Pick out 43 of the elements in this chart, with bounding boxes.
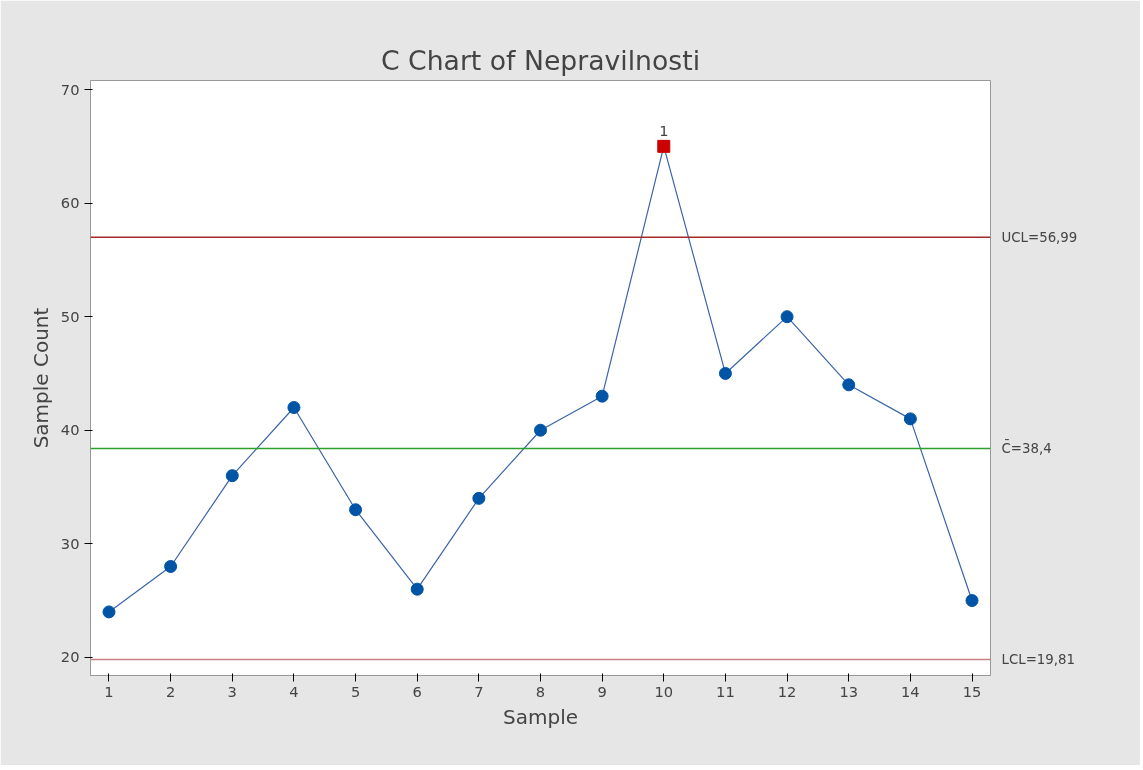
x-tick-label: 4 [289,682,299,700]
chart-title: C Chart of Nepravilnosti [380,44,701,76]
point [903,412,917,426]
x-tick-label: 1 [104,682,114,700]
point [225,469,239,483]
point [965,594,979,608]
x-tick-label: 15 [962,682,982,700]
point [102,605,116,619]
point [842,378,856,392]
point [718,366,732,380]
y-tick-label: 60 [60,194,80,212]
point [595,389,609,403]
x-tick-label: 14 [901,682,920,700]
point [164,560,178,573]
point [472,491,486,505]
point [349,503,363,517]
point [287,401,301,415]
point [780,310,794,324]
x-tick-label: 11 [716,682,735,700]
annotation: 1 [659,122,669,140]
y-tick-label: 50 [60,307,80,325]
x-tick-label: 9 [597,682,607,700]
ref-line-label: LCL=19,81 [1001,651,1075,667]
x-tick-label: 7 [474,682,484,700]
y-axis-title: Sample Count [28,307,53,449]
x-tick-label: 2 [165,682,176,700]
point [534,423,547,437]
point [657,139,671,153]
x-axis-title: Sample [503,704,578,729]
y-tick-label: 70 [60,80,80,98]
x-tick-label: 5 [350,682,361,700]
x-tick-label: 3 [227,682,237,700]
x-tick-label: 10 [654,682,674,700]
ref-line-label: UCL=56,99 [1001,229,1078,245]
y-tick-label: 30 [60,534,80,552]
x-tick-label: 12 [777,682,797,700]
x-tick-label: 8 [535,682,546,700]
point [410,582,424,596]
ref-line-label: C̄=38,4 [1001,439,1052,456]
x-tick-label: 6 [412,682,422,700]
y-tick-label: 20 [60,648,80,666]
x-tick-label: 13 [839,682,859,700]
y-tick-label: 40 [60,421,80,439]
